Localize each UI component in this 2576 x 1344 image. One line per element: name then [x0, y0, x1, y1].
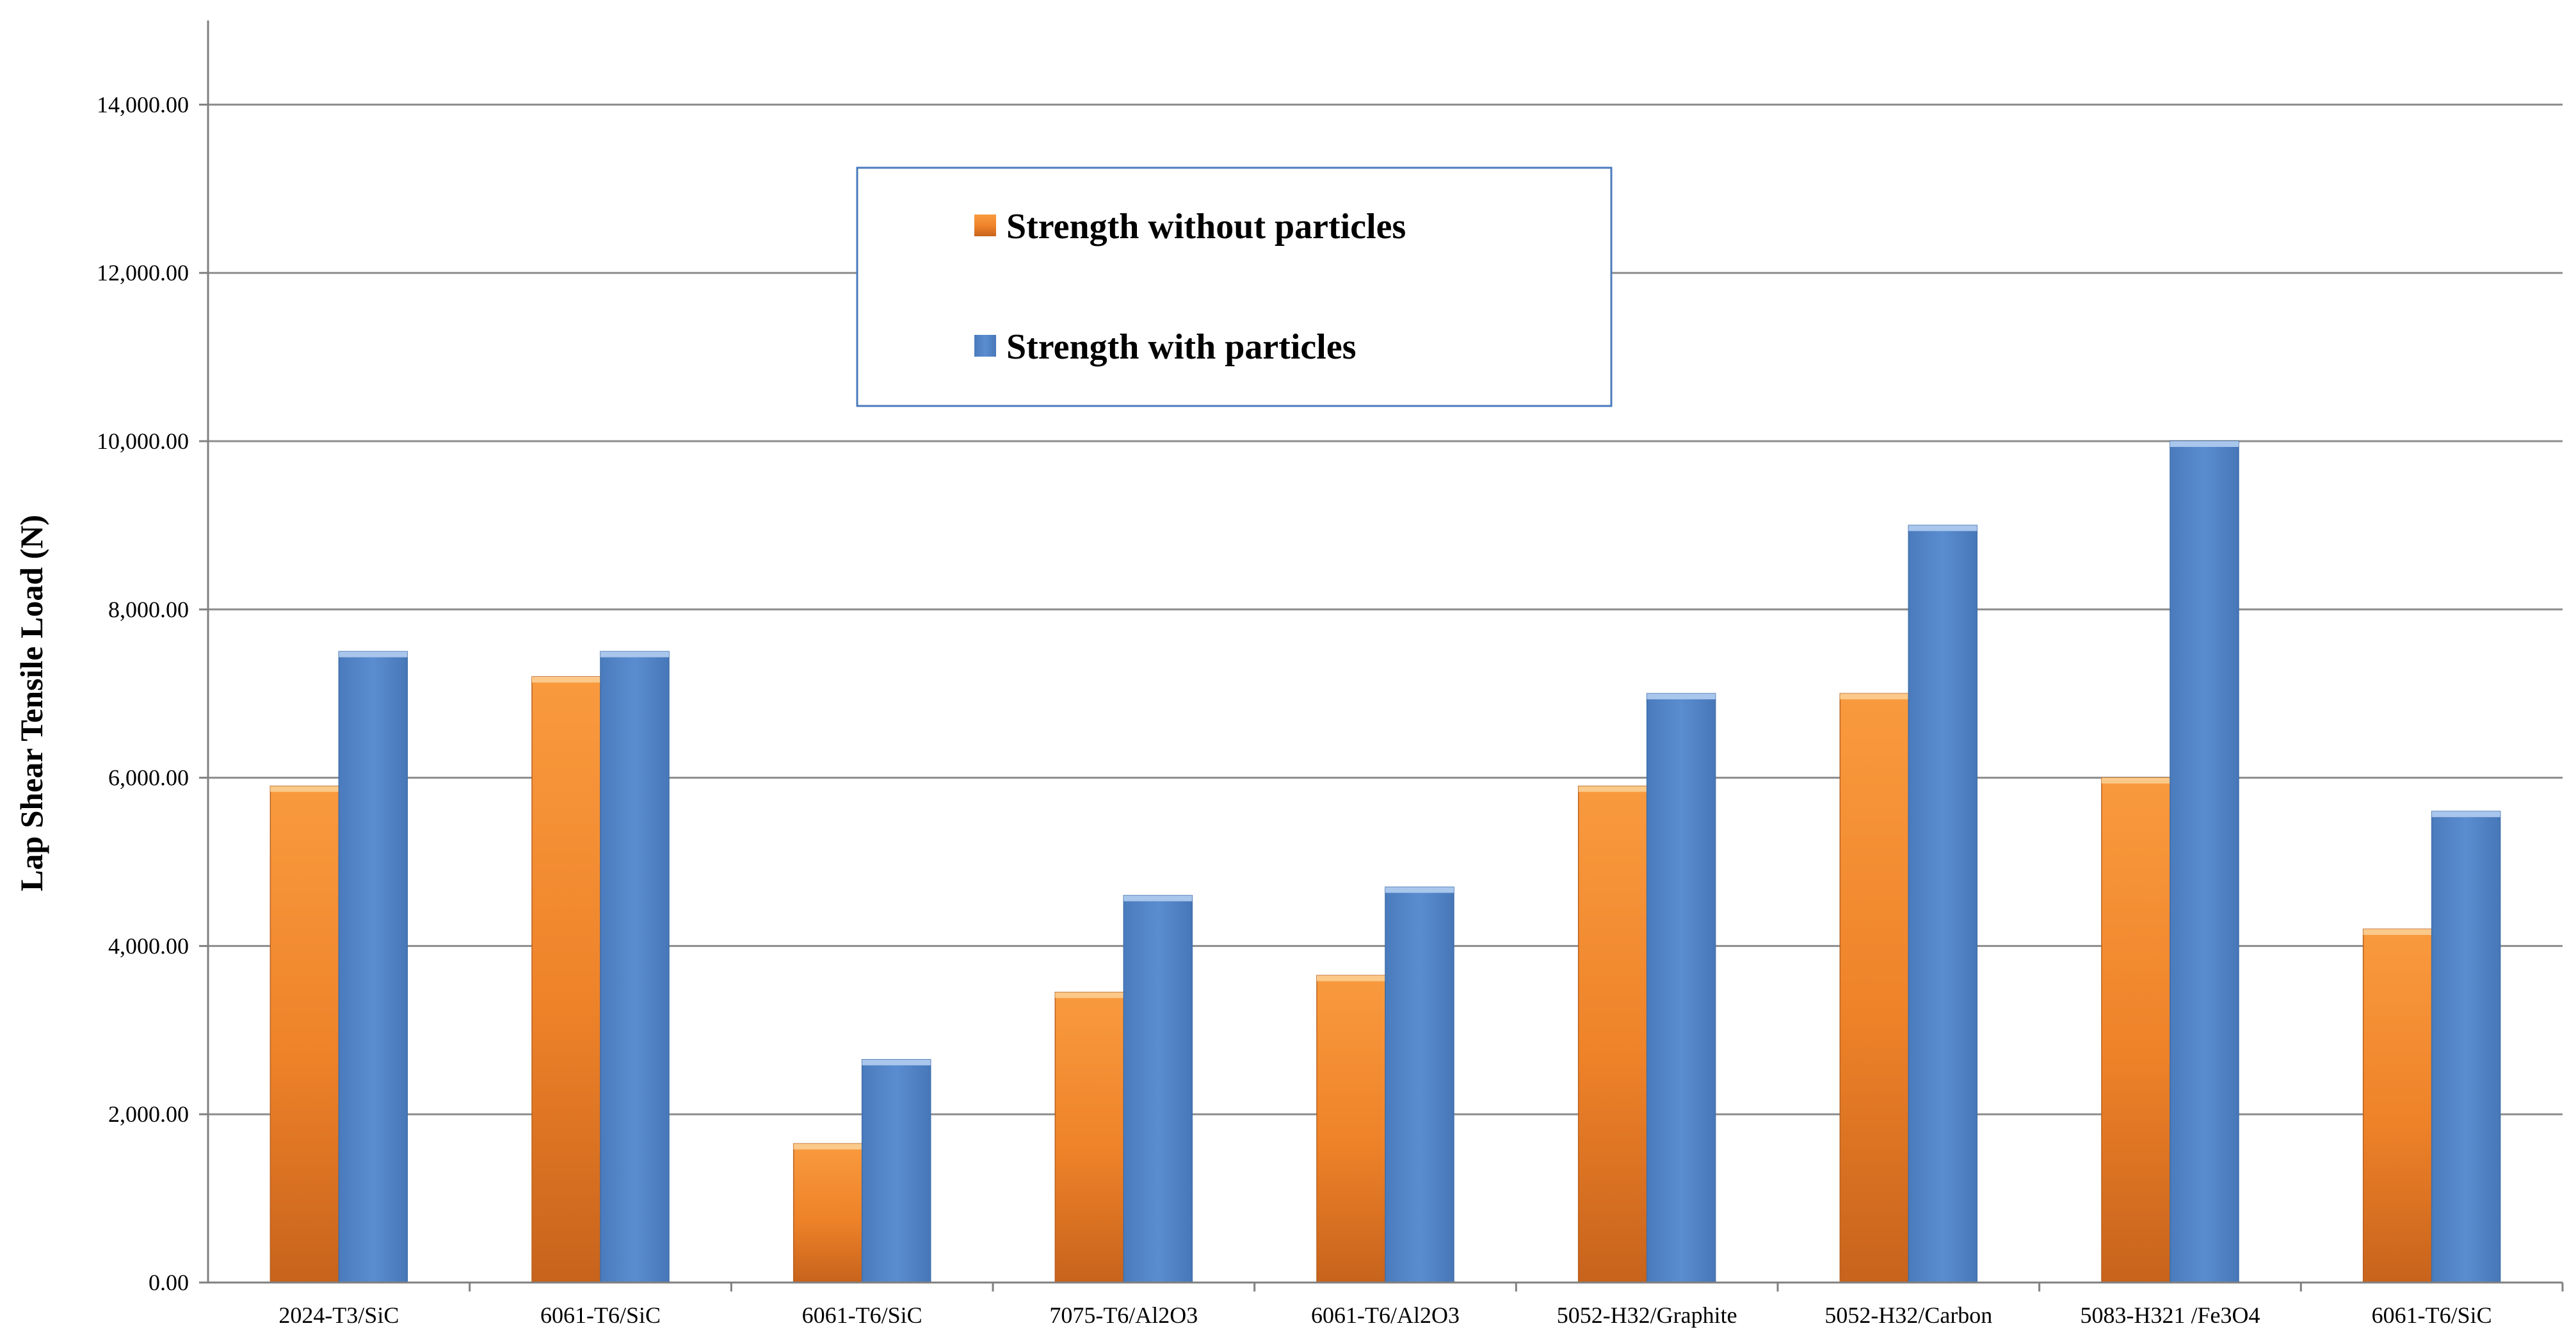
y-tick-labels: 0.00 2,000.00 4,000.00 6,000.00 8,000.00 10,0… [97, 92, 189, 1295]
legend: Strength without particles Strength with… [856, 166, 1613, 407]
bar-group [531, 676, 601, 1283]
bar-cap [2363, 929, 2432, 935]
bar-cap [2170, 441, 2239, 447]
bar-with-particles [338, 651, 408, 1283]
bar-group [1316, 975, 1386, 1283]
bar-with-particles [1646, 693, 1716, 1283]
legend-swatch-with-particles [974, 335, 996, 357]
bar-without-particles [2101, 777, 2171, 1283]
x-category-label: 2024-T3/SiC [278, 1302, 399, 1328]
bar-without-particles [1054, 991, 1125, 1283]
bar-cap [600, 651, 669, 658]
bar-group [1577, 785, 1648, 1283]
bar-without-particles [2362, 928, 2433, 1283]
x-category-label: 5052-H32/Carbon [1824, 1302, 1992, 1328]
bar-group [2362, 928, 2433, 1283]
bar-group [2431, 811, 2501, 1283]
bar-without-particles [1577, 785, 1648, 1283]
bar-without-particles [531, 676, 601, 1283]
bar-group [1385, 886, 1454, 1283]
bar-group [861, 1059, 931, 1283]
bar-with-particles [600, 651, 670, 1283]
bar-with-particles [2431, 811, 2501, 1283]
x-category-label: 6061-T6/SiC [802, 1302, 922, 1328]
y-tick-label: 4,000.00 [108, 933, 189, 959]
bar-cap [2431, 811, 2500, 818]
bar-without-particles [270, 785, 340, 1283]
bar-cap [1578, 786, 1647, 792]
x-category-label: 5052-H32/Graphite [1557, 1302, 1737, 1328]
bar-with-particles [1385, 886, 1454, 1283]
legend-label-without-particles: Strength without particles [1006, 207, 1406, 247]
bar-cap [532, 676, 600, 683]
bar-with-particles [1908, 524, 1978, 1283]
x-category-label: 5083-H321 /Fe3O4 [2081, 1302, 2260, 1328]
bar-group [793, 1143, 863, 1283]
bar-without-particles [1839, 693, 1910, 1283]
bar-cap [1055, 992, 1124, 998]
y-tick-label: 10,000.00 [97, 428, 189, 454]
bar-cap [1123, 895, 1193, 902]
y-tick-label: 2,000.00 [108, 1101, 189, 1127]
y-tick-label: 8,000.00 [108, 597, 189, 622]
bar-group [1054, 991, 1125, 1283]
bar-cap [1908, 525, 1977, 531]
bar-cap [862, 1059, 931, 1065]
bar-group [1839, 693, 1910, 1283]
bar-with-particles [1123, 895, 1193, 1283]
y-tick-label: 14,000.00 [97, 92, 189, 117]
x-category-label: 6061-T6/SiC [2372, 1302, 2492, 1328]
bar-group [1646, 693, 1716, 1283]
bar-group [2101, 777, 2171, 1283]
bar-cap [1646, 693, 1716, 700]
bar-group [1123, 895, 1193, 1283]
bar-group [270, 785, 340, 1283]
bar-cap [2102, 777, 2170, 784]
y-tick-label: 12,000.00 [97, 260, 189, 286]
bars [270, 441, 2501, 1283]
y-tick-label: 0.00 [149, 1270, 189, 1295]
bar-cap [1317, 975, 1385, 982]
y-axis-title: Lap Shear Tensile Load (N) [13, 515, 49, 891]
bar-cap [339, 651, 408, 658]
bar-cap [793, 1144, 862, 1150]
bar-cap [1385, 887, 1454, 893]
bar-group [1908, 524, 1978, 1283]
x-category-label: 6061-T6/SiC [540, 1302, 661, 1328]
bar-with-particles [2169, 441, 2239, 1283]
legend-label-with-particles: Strength with particles [1006, 327, 1356, 367]
x-category-label: 7075-T6/Al2O3 [1049, 1302, 1198, 1328]
x-category-label: 6061-T6/Al2O3 [1311, 1302, 1460, 1328]
bar-without-particles [793, 1143, 863, 1283]
y-tick-label: 6,000.00 [108, 765, 189, 791]
bar-without-particles [1316, 975, 1386, 1283]
bar-cap [270, 786, 339, 792]
bar-cap [1840, 693, 1909, 700]
bar-group [2169, 441, 2239, 1283]
bar-group [600, 651, 670, 1283]
bar-with-particles [861, 1059, 931, 1283]
legend-box [856, 166, 1613, 407]
legend-swatch-without-particles [974, 215, 996, 236]
x-tick-labels: 2024-T3/SiC 6061-T6/SiC 6061-T6/SiC 7075-T6… [278, 1283, 2564, 1328]
bar-group [338, 651, 408, 1283]
